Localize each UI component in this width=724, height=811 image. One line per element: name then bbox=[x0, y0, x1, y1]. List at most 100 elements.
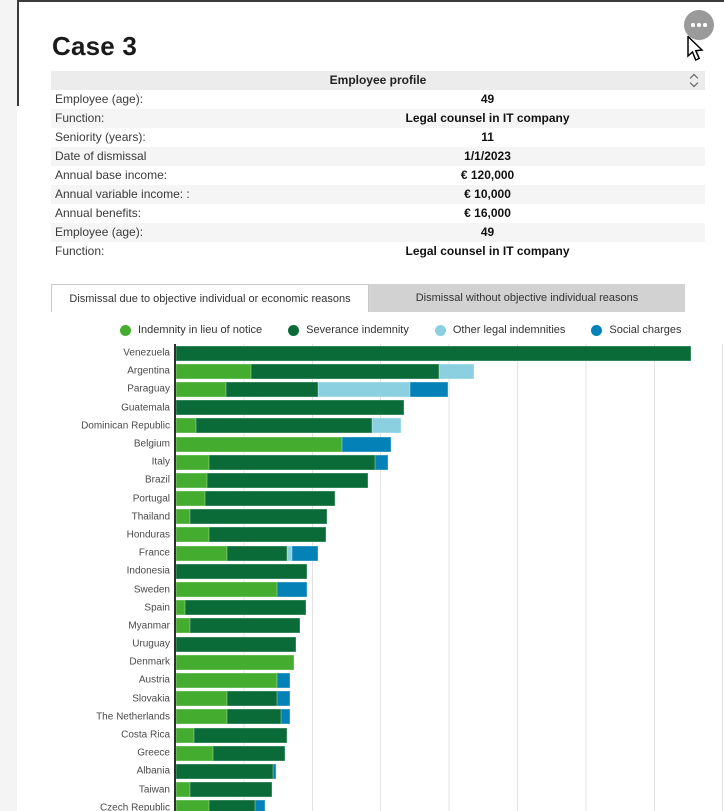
profile-row-value: Legal counsel in IT company bbox=[405, 244, 570, 258]
chart-row: Indonesia bbox=[0, 562, 724, 580]
chart-row: Paraguay bbox=[0, 380, 724, 398]
bar-segment bbox=[190, 782, 273, 798]
chart-row: Slovakia bbox=[0, 690, 724, 708]
bar bbox=[176, 345, 692, 361]
legend-item[interactable]: Social charges bbox=[591, 324, 682, 336]
country-label: Czech Republic bbox=[99, 802, 170, 811]
country-label: Spain bbox=[144, 602, 170, 614]
bar-segment bbox=[176, 472, 207, 488]
country-label: Italy bbox=[151, 456, 170, 468]
more-options-button[interactable] bbox=[684, 10, 714, 40]
bar-segment bbox=[254, 800, 265, 811]
chart-row: Dominican Republic bbox=[0, 417, 724, 435]
legend-item[interactable]: Other legal indemnities bbox=[434, 324, 566, 336]
bar-segment bbox=[176, 509, 191, 525]
frame-left-border bbox=[17, 0, 19, 106]
country-label: Venezuela bbox=[123, 347, 170, 359]
profile-row-label: Function: bbox=[55, 111, 105, 125]
chart-row: Denmark bbox=[0, 653, 724, 671]
bar-segment bbox=[409, 381, 449, 397]
country-label: Costa Rica bbox=[121, 729, 170, 741]
bar-segment bbox=[208, 800, 255, 811]
country-label: Thailand bbox=[131, 511, 170, 523]
profile-row: Function: Legal counsel in IT company bbox=[51, 242, 705, 261]
country-label: Indonesia bbox=[126, 565, 170, 577]
bar-segment bbox=[208, 527, 327, 543]
chart-row: Myanmar bbox=[0, 617, 724, 635]
country-label: Greece bbox=[137, 747, 170, 759]
bar bbox=[176, 727, 287, 743]
profile-row: Function: Legal counsel in IT company bbox=[51, 109, 705, 128]
bar bbox=[176, 418, 402, 434]
bar-segment bbox=[176, 636, 296, 652]
dismissal-tabs: Dismissal due to objective individual or… bbox=[51, 284, 685, 312]
table-body: Employee (age): 49 Function: Legal counsel … bbox=[51, 90, 705, 261]
mouse-cursor-icon bbox=[687, 36, 704, 62]
country-label: Austria bbox=[138, 674, 170, 686]
profile-row-value: € 120,000 bbox=[460, 168, 515, 182]
table-header-row[interactable]: Employee profile bbox=[51, 71, 705, 90]
tab-dismissal-objective-reasons[interactable]: Dismissal due to objective individual or… bbox=[51, 284, 369, 312]
chart-y-axis bbox=[174, 344, 176, 811]
bar-segment bbox=[176, 491, 206, 507]
bar bbox=[176, 782, 273, 798]
bar-segment bbox=[176, 418, 196, 434]
chart-row: The Netherlands bbox=[0, 708, 724, 726]
chart-row: Argentina bbox=[0, 362, 724, 380]
bar-segment bbox=[226, 691, 277, 707]
country-label: Belgium bbox=[133, 438, 170, 450]
chart-row: France bbox=[0, 544, 724, 562]
bar bbox=[176, 527, 327, 543]
bar-segment bbox=[176, 618, 191, 634]
ellipsis-icon bbox=[691, 23, 707, 27]
profile-row-value: € 10,000 bbox=[464, 187, 511, 201]
legend-item[interactable]: Indemnity in lieu of notice bbox=[120, 324, 262, 336]
bar-segment bbox=[176, 600, 185, 616]
country-label: Argentina bbox=[127, 365, 170, 377]
tab-label: Dismissal due to objective individual or… bbox=[69, 292, 351, 305]
legend-label: Severance indemnity bbox=[306, 324, 409, 336]
sort-icon[interactable] bbox=[689, 73, 699, 88]
legend-label: Other legal indemnities bbox=[452, 324, 566, 336]
bar bbox=[176, 691, 290, 707]
bar-segment bbox=[273, 763, 276, 779]
bar bbox=[176, 509, 328, 525]
legend-item[interactable]: Severance indemnity bbox=[288, 324, 409, 336]
country-label: Sweden bbox=[133, 584, 170, 596]
chart-row: Taiwan bbox=[0, 781, 724, 799]
bar bbox=[176, 545, 318, 561]
country-label: Myanmar bbox=[128, 620, 170, 632]
bar-segment bbox=[176, 345, 692, 361]
bar-segment bbox=[176, 363, 252, 379]
bar bbox=[176, 709, 291, 725]
bar-segment bbox=[176, 563, 308, 579]
country-label: France bbox=[138, 547, 170, 559]
bar-segment bbox=[176, 691, 227, 707]
employee-profile-table: Employee profile Employee (age): 49 Functi… bbox=[51, 71, 705, 261]
country-label: Slovakia bbox=[132, 693, 170, 705]
chart-row: Portugal bbox=[0, 490, 724, 508]
bar bbox=[176, 763, 276, 779]
bar-segment bbox=[375, 454, 389, 470]
frame-top-border bbox=[17, 0, 724, 2]
country-label: Uruguay bbox=[132, 638, 170, 650]
country-label: Brazil bbox=[144, 474, 170, 486]
table-title: Employee profile bbox=[329, 73, 427, 87]
bar-segment bbox=[287, 545, 292, 561]
country-label: The Netherlands bbox=[96, 711, 170, 723]
country-label: Albania bbox=[136, 765, 170, 777]
dismissal-cost-chart: Venezuela Argentina Paraguay Guatemala Domin… bbox=[0, 344, 724, 811]
chart-row: Guatemala bbox=[0, 399, 724, 417]
chart-row: Belgium bbox=[0, 435, 724, 453]
profile-row-label: Date of dismissal bbox=[55, 149, 147, 163]
bar bbox=[176, 654, 295, 670]
bar-segment bbox=[206, 472, 368, 488]
country-label: Guatemala bbox=[121, 402, 170, 414]
bar-segment bbox=[190, 618, 300, 634]
profile-row-value: 1/1/2023 bbox=[464, 149, 511, 163]
tab-dismissal-without-objective-reasons[interactable]: Dismissal without objective individual r… bbox=[369, 284, 685, 312]
legend-swatch-icon bbox=[120, 324, 131, 336]
bar-segment bbox=[176, 654, 295, 670]
bar-segment bbox=[176, 454, 209, 470]
